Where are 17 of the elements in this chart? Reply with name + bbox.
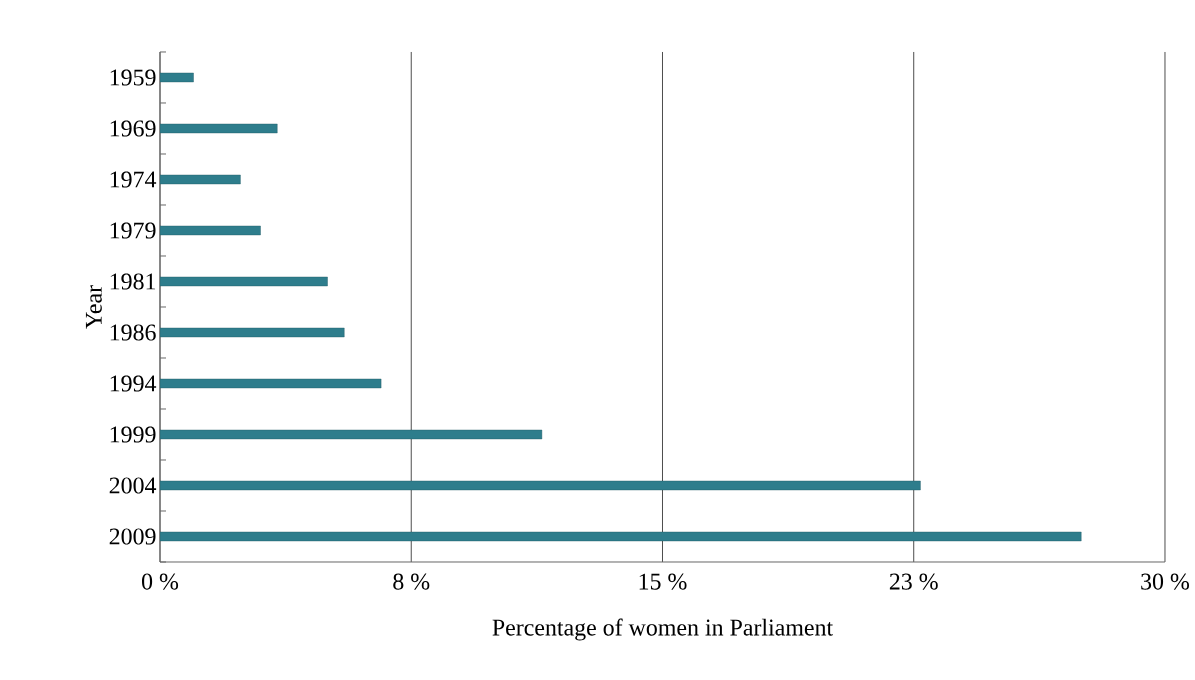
- y-tick-label: 1959: [110, 69, 156, 86]
- y-tick-label: 1981: [110, 273, 156, 290]
- x-tick-label: 8 %: [393, 573, 430, 590]
- x-tick-label: 0 %: [141, 573, 179, 590]
- x-axis-title: Percentage of women in Parliament: [492, 618, 833, 641]
- y-tick-label: 1986: [110, 324, 156, 341]
- y-tick-label: 1969: [110, 120, 156, 137]
- y-tick-label: 1999: [110, 426, 156, 443]
- y-tick-label: 1979: [110, 222, 156, 239]
- y-tick-label: 1994: [110, 375, 157, 392]
- y-tick-label: 2004: [109, 477, 157, 494]
- x-tick-label: 15 %: [639, 573, 687, 590]
- y-tick-label: 2009: [109, 528, 156, 545]
- x-tick-label: 30 %: [1141, 573, 1190, 590]
- y-tick-label: 1974: [110, 171, 157, 188]
- y-axis-title: Year: [85, 285, 102, 329]
- x-tick-label: 23 %: [889, 573, 938, 590]
